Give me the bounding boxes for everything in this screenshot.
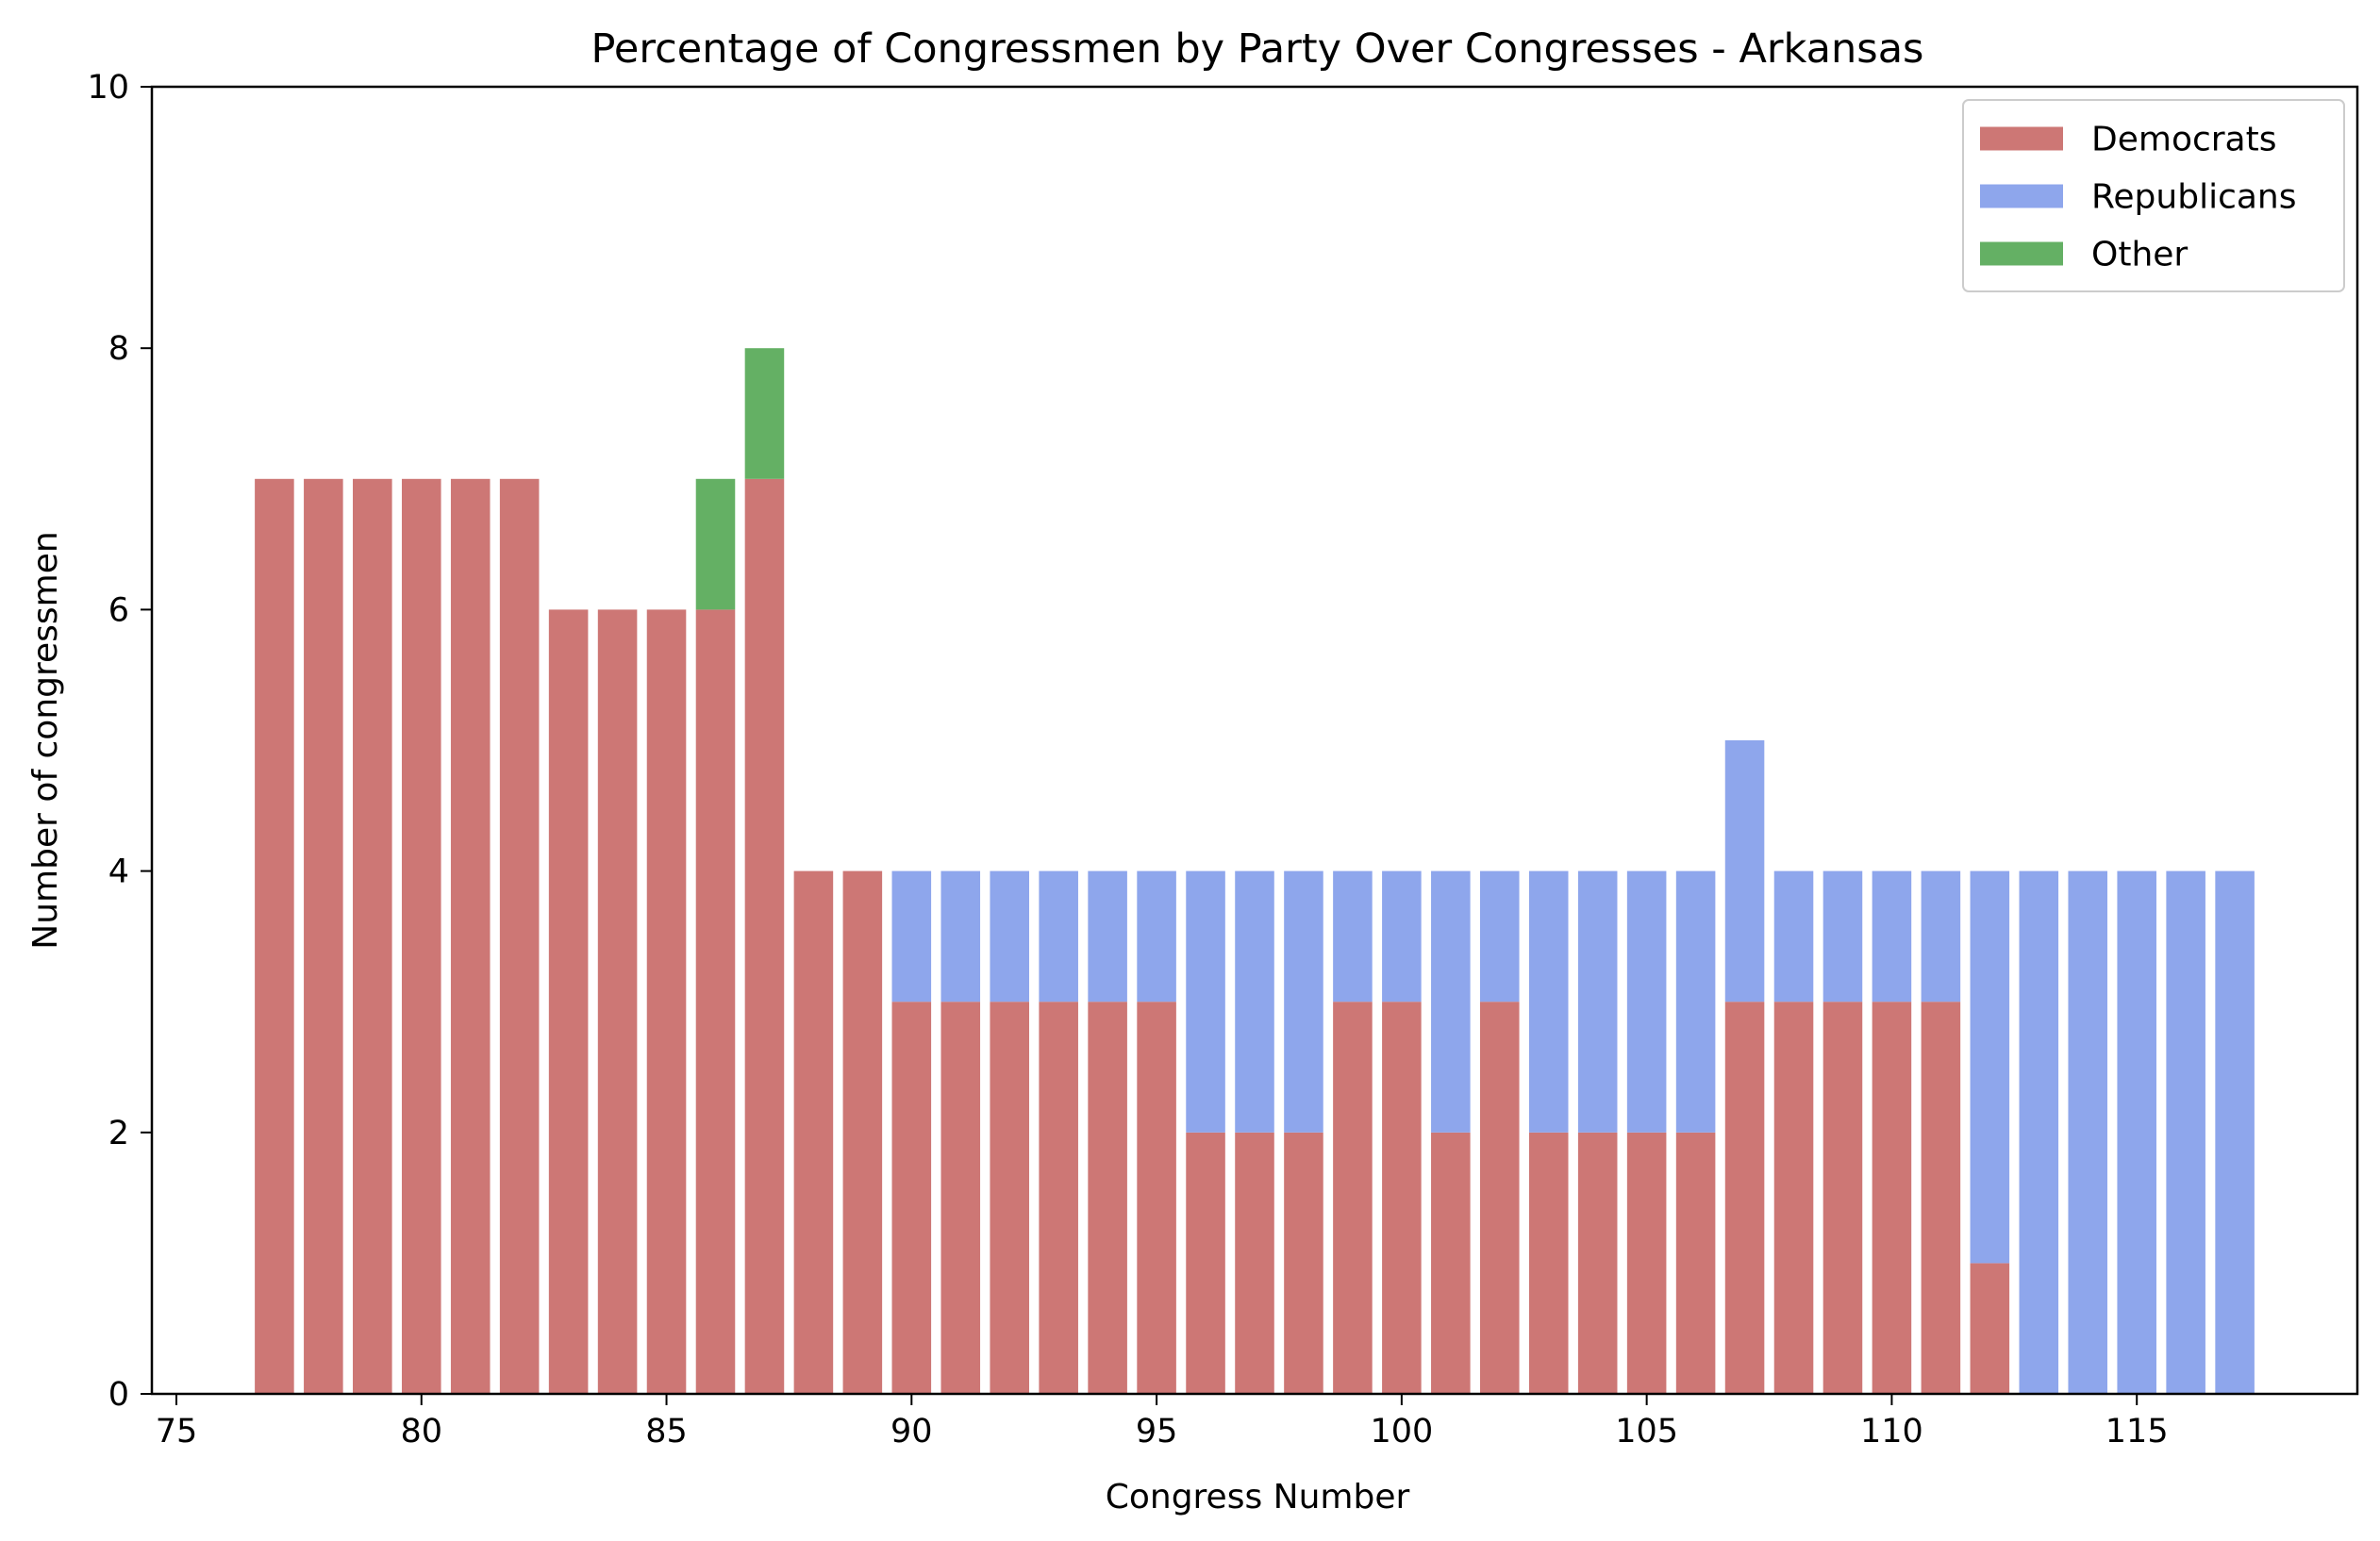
bar-republicans-96	[1186, 870, 1225, 1133]
bar-republicans-90	[891, 870, 932, 1002]
y-tick-label: 10	[87, 69, 129, 107]
bar-republicans-93	[1039, 870, 1078, 1002]
bar-republicans-113	[2019, 870, 2059, 1394]
bar-democrats-102	[1480, 1002, 1520, 1394]
bar-republicans-100	[1382, 870, 1422, 1002]
bar-other-87	[744, 348, 785, 479]
y-axis-ticks: 0 2 4 6 8 10	[87, 69, 152, 1414]
x-tick-label: 85	[645, 1413, 688, 1450]
bar-republicans-112	[1970, 870, 2010, 1264]
bar-democrats-78	[304, 478, 343, 1394]
bar-democrats-81	[450, 478, 491, 1394]
x-tick-label: 100	[1370, 1413, 1433, 1450]
bar-republicans-117	[2215, 870, 2255, 1394]
legend-swatch-republicans	[1980, 184, 2063, 208]
bar-democrats-92	[990, 1002, 1029, 1394]
y-tick-label: 4	[108, 853, 129, 891]
legend-label-other: Other	[2091, 236, 2188, 274]
y-tick-label: 2	[108, 1115, 129, 1152]
y-tick-label: 0	[108, 1376, 129, 1414]
bar-democrats-90	[891, 1002, 932, 1394]
legend-swatch-democrats	[1980, 126, 2063, 151]
y-tick-label: 6	[108, 591, 129, 629]
plot-frame	[150, 85, 2359, 1396]
bar-democrats-112	[1970, 1263, 2010, 1394]
bar-republicans-109	[1822, 870, 1863, 1002]
bar-democrats-88	[793, 870, 834, 1394]
x-tick-label: 105	[1615, 1413, 1678, 1450]
bar-democrats-110	[1872, 1002, 1912, 1394]
bar-democrats-94	[1088, 1002, 1127, 1394]
bar-democrats-84	[597, 609, 638, 1394]
bar-democrats-98	[1284, 1132, 1323, 1394]
bar-democrats-87	[744, 478, 785, 1394]
bar-democrats-89	[842, 870, 883, 1394]
x-tick-label: 80	[400, 1413, 442, 1450]
bar-democrats-107	[1724, 1002, 1765, 1394]
bar-democrats-108	[1773, 1002, 1814, 1394]
bar-republicans-103	[1528, 870, 1569, 1133]
bar-republicans-111	[1921, 870, 1961, 1002]
bar-democrats-99	[1333, 1002, 1373, 1394]
legend-label-democrats: Democrats	[2091, 121, 2277, 159]
bar-democrats-83	[548, 609, 589, 1394]
bar-republicans-98	[1284, 870, 1323, 1133]
bar-democrats-82	[499, 478, 540, 1394]
bar-democrats-109	[1822, 1002, 1863, 1394]
bar-democrats-97	[1235, 1132, 1274, 1394]
bar-democrats-95	[1137, 1002, 1176, 1394]
bar-republicans-92	[990, 870, 1029, 1002]
bar-republicans-97	[1235, 870, 1274, 1133]
bar-democrats-104	[1577, 1132, 1618, 1394]
x-tick-label: 75	[156, 1413, 198, 1450]
bar-republicans-104	[1577, 870, 1618, 1133]
bar-other-86	[695, 478, 736, 610]
bar-democrats-80	[401, 478, 441, 1394]
bar-republicans-115	[2117, 870, 2156, 1394]
x-tick-label: 95	[1136, 1413, 1178, 1450]
x-tick-label: 115	[2105, 1413, 2169, 1450]
bar-republicans-106	[1675, 870, 1716, 1133]
bar-republicans-108	[1773, 870, 1814, 1002]
x-axis-title: Congress Number	[1106, 1478, 1410, 1516]
bar-democrats-85	[646, 609, 687, 1394]
bar-republicans-101	[1431, 870, 1471, 1133]
bar-democrats-101	[1431, 1132, 1471, 1394]
bar-republicans-102	[1480, 870, 1520, 1002]
bar-republicans-116	[2166, 870, 2205, 1394]
chart-title: Percentage of Congressmen by Party Over …	[591, 25, 1924, 73]
y-tick-label: 8	[108, 330, 129, 368]
y-axis-title: Number of congressmen	[26, 531, 65, 949]
bar-republicans-95	[1137, 870, 1176, 1002]
bar-democrats-86	[695, 609, 736, 1394]
bar-group	[255, 348, 2255, 1394]
bar-democrats-96	[1186, 1132, 1225, 1394]
x-tick-label: 90	[890, 1413, 933, 1450]
bar-democrats-91	[940, 1002, 981, 1394]
bar-republicans-99	[1333, 870, 1373, 1002]
bar-democrats-105	[1626, 1132, 1667, 1394]
legend: Democrats Republicans Other	[1962, 99, 2345, 292]
bar-democrats-79	[353, 478, 392, 1394]
bar-republicans-110	[1872, 870, 1912, 1002]
bar-democrats-111	[1921, 1002, 1961, 1394]
bar-republicans-91	[940, 870, 981, 1002]
bar-democrats-103	[1528, 1132, 1569, 1394]
bar-democrats-106	[1675, 1132, 1716, 1394]
x-axis-ticks: 75 80 85 90 95 100 105 110 115	[156, 1394, 2169, 1450]
legend-swatch-other	[1980, 241, 2063, 266]
bar-democrats-93	[1039, 1002, 1078, 1394]
bar-republicans-114	[2068, 870, 2108, 1394]
x-tick-label: 110	[1860, 1413, 1923, 1450]
bar-republicans-105	[1626, 870, 1667, 1133]
bar-democrats-77	[255, 478, 294, 1394]
legend-label-republicans: Republicans	[2091, 178, 2297, 217]
bar-republicans-94	[1088, 870, 1127, 1002]
bar-democrats-100	[1382, 1002, 1422, 1394]
bar-republicans-107	[1724, 740, 1765, 1002]
